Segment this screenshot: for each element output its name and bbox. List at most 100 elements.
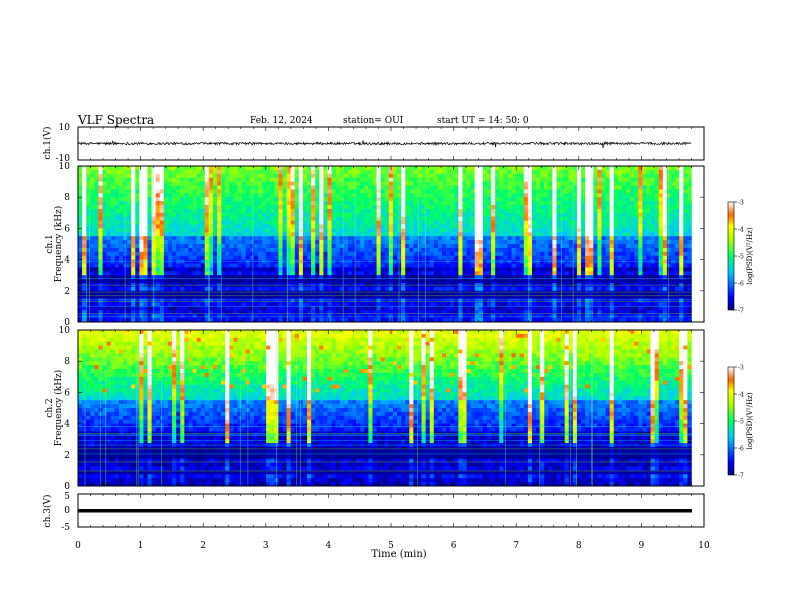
spectrogram-cell [662,189,668,194]
spectrogram-cell [335,208,341,214]
spectrogram-cell [442,228,447,233]
spectrogram-cell [319,189,324,194]
spectrogram-cell [184,166,189,171]
spectrogram-cell [552,220,557,225]
spectrogram-cell [658,205,664,210]
spectrogram-cell [531,271,537,276]
spectrogram-cell [515,279,521,284]
spectrogram-cell [482,263,488,268]
spectrogram-cell [634,279,639,284]
spectrogram-cell [131,232,136,237]
spectrogram-cell [556,267,561,272]
spectrogram-cell [327,263,332,268]
spectrogram-cell [413,189,418,194]
spectrogram-cell [208,290,214,295]
spectrogram-cell [495,236,500,241]
spectrogram-cell [540,181,545,186]
spectrogram-cell [368,232,373,237]
spectrogram-cell [274,271,279,276]
spectrogram-cell [548,263,553,268]
spectrogram-cell [462,275,467,280]
spectrogram-cell [450,201,455,206]
spectrogram-cell [413,193,418,198]
spectrogram-cell [343,224,349,229]
spectrogram-cell [413,228,418,233]
spectrogram-cell [155,247,161,253]
spectrogram-cell [380,271,386,276]
spectrogram-cell [294,259,300,264]
spectrogram-cell [78,216,83,221]
spectrogram-cell [572,197,578,202]
spectrogram-cell [491,247,496,253]
spectrogram-cell [376,166,381,171]
spectrogram-cell [474,247,480,253]
spectrogram-cell [225,279,230,284]
spectrogram-cell [200,181,206,186]
spectrogram-cell [94,271,99,276]
spectrogram-cell [507,267,512,272]
spectrogram-cell [90,166,95,171]
spectrogram-cell [159,244,165,249]
spectrogram-cell [687,236,692,241]
spectrogram-cell [212,173,218,178]
spectrogram-cell [102,286,107,292]
spectrogram-cell [384,240,390,245]
spectrogram-cell [495,169,500,175]
spectrogram-cell [196,224,201,229]
spectrogram-cell [98,193,103,198]
spectrogram-cell [302,271,308,276]
spectrogram-cell [568,286,574,292]
spectrogram-cell [339,263,345,268]
spectrogram-cell [266,251,271,256]
spectrogram-cell [519,197,525,202]
spectrogram-cell [347,169,353,175]
spectrogram-cell [605,232,610,237]
spectrogram-cell [225,212,230,217]
spectrogram-cell [225,166,230,171]
spectrogram-cell [347,236,353,241]
spectrogram-cell [221,205,226,210]
spectrogram-cell [86,193,91,198]
spectrogram-cell [286,185,291,190]
spectrogram-cell [392,185,398,190]
spectrogram-cell [417,240,422,245]
spectrogram-cell [556,181,561,186]
spectrogram-cell [298,205,304,210]
spectrogram-cell [208,185,214,190]
spectrogram-cell [495,181,500,186]
spectrogram-cell [237,259,242,264]
spectrogram-cell [274,173,279,178]
spectrogram-cell [360,212,365,217]
spectrogram-cell [442,240,447,245]
spectrogram-cell [421,166,426,171]
spectrogram-cell [523,244,529,249]
spectrogram-cell [450,173,455,178]
spectrogram-cell [335,279,341,284]
spectrogram-cell [401,208,406,214]
spectrogram-cell [78,240,83,245]
spectrogram-cell [671,286,676,292]
spectrogram-cell [335,166,341,171]
spectrogram-cell [662,173,668,178]
spectrogram-cell [221,232,226,237]
spectrogram-cell [425,181,431,186]
spectrogram-cell [666,181,672,186]
spectrogram-cell [417,177,422,182]
spectrogram-cell [352,177,357,182]
spectrogram-cell [638,244,643,249]
spectrogram-cell [409,169,414,175]
spectrogram-cell [552,236,557,241]
spectrogram-cell [245,279,251,284]
spectrogram-cell [515,197,521,202]
spectrogram-cell [527,286,533,292]
spectrogram-cell [401,224,406,229]
spectrogram-cell [192,166,197,171]
spectrogram-cell [237,181,242,186]
spectrogram-cell [143,232,148,237]
spectrogram-cell [229,185,234,190]
spectrogram-cell [253,251,259,256]
spectrogram-cell [388,263,394,268]
spectrogram-cell [601,166,606,171]
spectrogram-cell [638,166,643,171]
spectrogram-cell [249,185,255,190]
